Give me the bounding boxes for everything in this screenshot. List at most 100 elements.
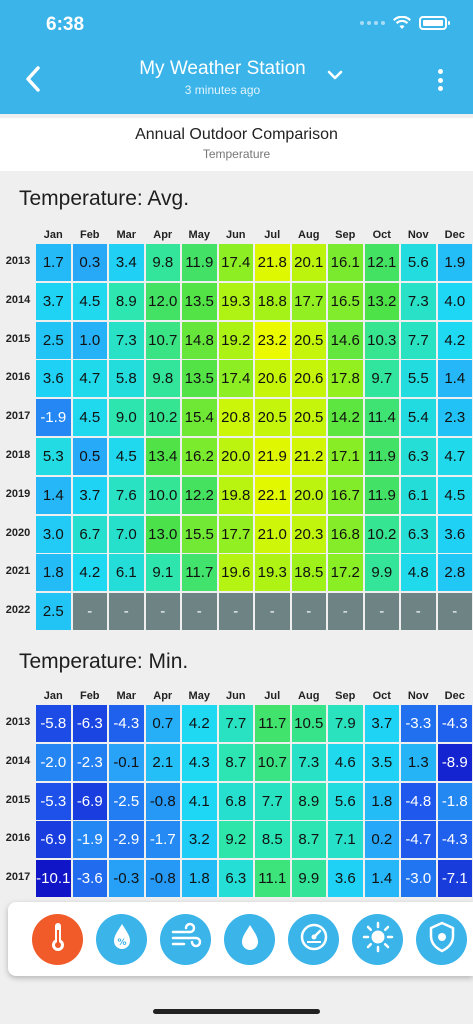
heatmap-cell[interactable]: 11.9 [182,244,217,281]
heatmap-cell[interactable]: 0.7 [145,705,180,742]
heatmap-cell[interactable]: - [109,593,144,631]
heatmap-cell[interactable]: 3.4 [109,244,144,281]
heatmap-cell[interactable]: 18.8 [255,282,290,320]
tab-pressure[interactable] [288,913,339,965]
tab-rain[interactable] [224,913,275,965]
heatmap-cell[interactable]: 19.3 [255,554,290,592]
heatmap-cell[interactable]: 10.7 [255,743,290,781]
heatmap-cell[interactable]: 17.7 [291,282,326,320]
heatmap-cell[interactable]: 5.5 [401,360,436,398]
heatmap-cell[interactable]: 2.5 [36,321,71,359]
heatmap-cell[interactable]: 13.4 [145,438,180,475]
heatmap-cell[interactable]: 4.7 [437,438,472,475]
heatmap-cell[interactable]: 0.5 [72,438,107,475]
heatmap-cell[interactable]: -0.8 [145,860,180,898]
heatmap-cell[interactable]: 9.8 [145,244,180,281]
heatmap-cell[interactable]: -2.5 [109,782,144,820]
heatmap-cell[interactable]: 1.9 [437,244,472,281]
heatmap-cell[interactable]: 3.2 [182,821,217,859]
heatmap-cell[interactable]: 10.0 [145,476,180,514]
heatmap-cell[interactable]: 3.6 [437,515,472,553]
heatmap-cell[interactable]: 4.8 [401,554,436,592]
heatmap-cell[interactable]: 12.1 [364,244,399,281]
heatmap-cell[interactable]: 7.3 [401,282,436,320]
tab-humidity[interactable]: % [96,913,147,965]
heatmap-cell[interactable]: 19.6 [218,554,253,592]
heatmap-cell[interactable]: 8.9 [291,782,326,820]
heatmap-cell[interactable]: 7.7 [401,321,436,359]
heatmap-cell[interactable]: - [364,593,399,631]
heatmap-cell[interactable]: -0.1 [109,743,144,781]
heatmap-cell[interactable]: 7.6 [109,476,144,514]
heatmap-cell[interactable]: 14.8 [182,321,217,359]
station-title-block[interactable]: My Weather Station 3 minutes ago [100,58,345,97]
heatmap-cell[interactable]: 1.7 [36,244,71,281]
heatmap-cell[interactable]: 2.5 [36,593,71,631]
heatmap-cell[interactable]: 21.0 [255,515,290,553]
heatmap-cell[interactable]: 9.0 [109,399,144,437]
heatmap-cell[interactable]: 20.1 [291,244,326,281]
heatmap-cell[interactable]: - [145,593,180,631]
heatmap-cell[interactable]: 3.7 [36,282,71,320]
heatmap-cell[interactable]: 17.2 [328,554,363,592]
heatmap-cell[interactable]: -1.8 [437,782,472,820]
heatmap-cell[interactable]: -6.9 [36,821,71,859]
heatmap-cell[interactable]: 15.4 [182,399,217,437]
heatmap-cell[interactable]: 16.8 [328,515,363,553]
heatmap-cell[interactable]: 4.2 [72,554,107,592]
heatmap-cell[interactable]: 20.5 [291,399,326,437]
tab-wind[interactable] [160,913,211,965]
heatmap-cell[interactable]: 4.5 [109,438,144,475]
heatmap-cell[interactable]: 11.7 [255,705,290,742]
heatmap-cell[interactable]: -10.1 [36,860,71,898]
heatmap-cell[interactable]: 6.1 [401,476,436,514]
heatmap-cell[interactable]: 23.2 [255,321,290,359]
heatmap-cell[interactable]: 16.7 [328,476,363,514]
heatmap-cell[interactable]: 6.3 [218,860,253,898]
heatmap-cell[interactable]: 6.7 [72,515,107,553]
heatmap-cell[interactable]: 17.1 [328,438,363,475]
heatmap-cell[interactable]: 1.8 [364,782,399,820]
heatmap-cell[interactable]: 22.1 [255,476,290,514]
heatmap-cell[interactable]: 20.6 [255,360,290,398]
heatmap-cell[interactable]: 19.3 [218,282,253,320]
heatmap-cell[interactable]: - [437,593,472,631]
heatmap-cell[interactable]: 3.6 [328,860,363,898]
heatmap-cell[interactable]: 4.5 [437,476,472,514]
heatmap-cell[interactable]: 17.8 [328,360,363,398]
chevron-down-icon[interactable] [326,68,344,87]
heatmap-cell[interactable]: - [72,593,107,631]
heatmap-cell[interactable]: 4.2 [437,321,472,359]
heatmap-cell[interactable]: -1.9 [36,399,71,437]
heatmap-cell[interactable]: 6.3 [401,438,436,475]
heatmap-cell[interactable]: 5.4 [401,399,436,437]
heatmap-cell[interactable]: 1.0 [72,321,107,359]
heatmap-cell[interactable]: 7.7 [255,782,290,820]
heatmap-cell[interactable]: 7.1 [328,821,363,859]
heatmap-cell[interactable]: 11.1 [255,860,290,898]
heatmap-cell[interactable]: -7.1 [437,860,472,898]
heatmap-cell[interactable]: -4.7 [401,821,436,859]
heatmap-cell[interactable]: 5.6 [328,782,363,820]
heatmap-cell[interactable]: - [328,593,363,631]
heatmap-cell[interactable]: 4.1 [182,782,217,820]
heatmap-cell[interactable]: 1.3 [401,743,436,781]
heatmap-cell[interactable]: 11.4 [364,399,399,437]
heatmap-cell[interactable]: 4.3 [182,743,217,781]
heatmap-cell[interactable]: -3.0 [401,860,436,898]
heatmap-cell[interactable]: 21.9 [255,438,290,475]
heatmap-cell[interactable]: 20.3 [291,515,326,553]
heatmap-cell[interactable]: - [255,593,290,631]
heatmap-cell[interactable]: -2.3 [72,743,107,781]
heatmap-cell[interactable]: 3.5 [364,743,399,781]
heatmap-cell[interactable]: 4.6 [328,743,363,781]
heatmap-cell[interactable]: 8.9 [109,282,144,320]
heatmap-cell[interactable]: 20.8 [218,399,253,437]
heatmap-cell[interactable]: -1.9 [72,821,107,859]
heatmap-cell[interactable]: 12.0 [145,282,180,320]
heatmap-cell[interactable]: -4.3 [109,705,144,742]
heatmap-cell[interactable]: 20.6 [291,360,326,398]
heatmap-cell[interactable]: 6.1 [109,554,144,592]
tab-solar[interactable] [352,913,403,965]
heatmap-cell[interactable]: 19.8 [218,476,253,514]
